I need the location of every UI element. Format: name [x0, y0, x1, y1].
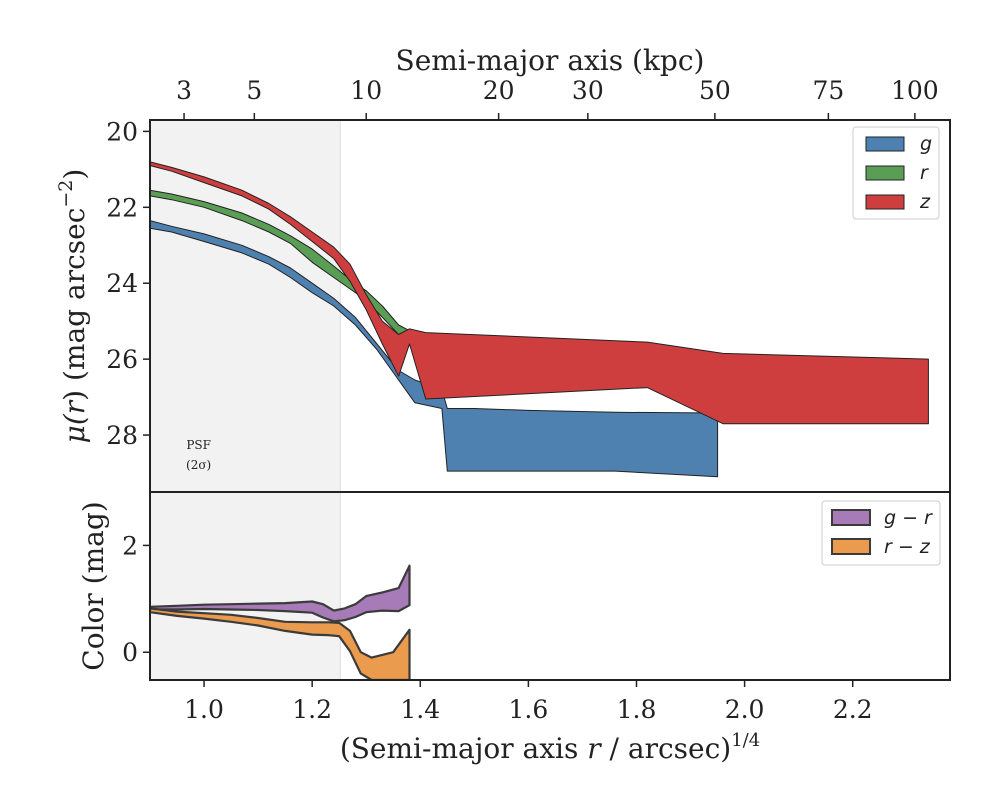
x-tick-label: 1.8	[617, 695, 657, 724]
legend-swatch-color-0	[831, 509, 871, 526]
x-axis-title-part: / arcsec)	[601, 732, 732, 765]
legend-label-color-1: r − z	[884, 536, 931, 558]
bottom-panel-frame	[149, 491, 951, 681]
top-x-tick-label: 75	[812, 76, 844, 105]
x-axis-title-exponent: 1/4	[731, 730, 760, 751]
psf-label: PSF	[186, 438, 211, 452]
x-tick-label: 1.4	[400, 695, 440, 724]
legend-label-color-0: g − r	[884, 507, 933, 529]
x-tick-label: 1.6	[508, 695, 548, 724]
y-tick-label-top: 22	[106, 193, 138, 222]
color-band-1	[150, 607, 411, 680]
legend-swatch-g	[865, 136, 905, 152]
top-x-tick-label: 50	[699, 76, 731, 105]
x-tick-label: 1.0	[184, 695, 224, 724]
y-tick-label-top: 20	[106, 117, 138, 146]
top-x-tick-label: 100	[891, 76, 939, 105]
sb-band-g	[150, 220, 719, 478]
color-bands	[150, 564, 411, 680]
sb-band-z	[150, 161, 929, 425]
top-x-tick-label: 20	[483, 76, 515, 105]
legend-label-z: z	[919, 191, 931, 213]
legend-label-r: r	[920, 162, 929, 184]
psf-sigma-label: (2σ)	[186, 458, 211, 472]
y-tick-label-bottom: 0	[122, 638, 138, 667]
y-axis-title-part: μ(	[58, 413, 91, 443]
x-axis-title: (Semi-major axis r / arcsec)1/4	[340, 730, 760, 765]
y-tick-label-top: 26	[106, 345, 138, 374]
y-axis-title-top: μ(r) (mag arcsec−2)	[55, 169, 91, 444]
x-axis-title-var: r	[587, 732, 602, 765]
x-tick-label: 2.0	[725, 695, 765, 724]
y-axis-title-part: ) (mag arcsec	[58, 208, 91, 401]
x-tick-label: 1.2	[292, 695, 332, 724]
x-tick-label: 2.2	[833, 695, 873, 724]
legend-swatch-color-1	[831, 538, 871, 555]
legend-bottom: g − r r − z	[821, 500, 941, 566]
y-axis-title-exponent: −2	[55, 180, 77, 208]
top-axis-title: Semi-major axis (kpc)	[396, 44, 705, 77]
top-x-tick-label: 30	[572, 76, 604, 105]
y-axis-title-var: r	[58, 399, 91, 414]
sb-bands	[150, 161, 929, 478]
top-x-tick-label: 3	[176, 76, 192, 105]
y-axis-title-part: )	[58, 169, 91, 180]
top-x-tick-label: 10	[350, 76, 382, 105]
legend-swatch-z	[865, 194, 905, 210]
legend-top: grz	[852, 126, 940, 220]
psf-region-top	[150, 120, 341, 492]
top-x-tick-label: 5	[246, 76, 262, 105]
y-axis-title-bottom: Color (mag)	[77, 501, 110, 670]
y-tick-label-bottom: 2	[122, 531, 138, 560]
x-axis-title-part: (Semi-major axis	[340, 732, 587, 765]
color-band-0	[150, 564, 411, 623]
legend-label-g: g	[920, 133, 932, 155]
y-tick-label-top: 24	[106, 269, 138, 298]
y-tick-label-top: 28	[106, 421, 138, 450]
legend-swatch-r	[865, 165, 905, 181]
psf-region-bottom	[150, 492, 341, 680]
